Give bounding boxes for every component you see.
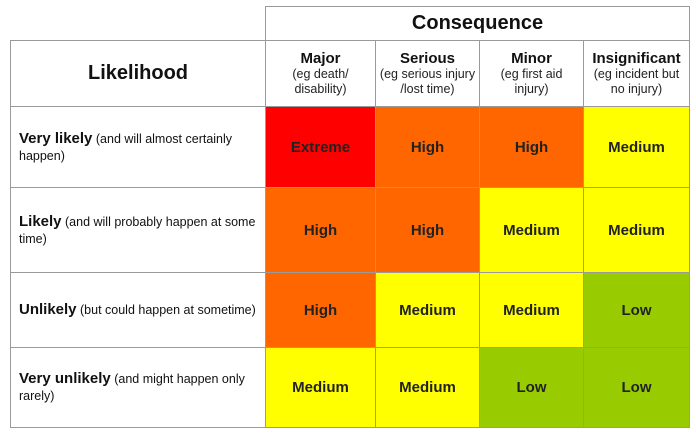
likelihood-label: Likely xyxy=(19,212,62,230)
consequence-label: Minor xyxy=(511,50,552,67)
risk-cell: Medium xyxy=(265,347,376,428)
risk-cell: High xyxy=(375,106,480,188)
consequence-major: Major (eg death/ disability) xyxy=(265,40,376,107)
risk-cell: High xyxy=(265,272,376,348)
likelihood-unlikely: Unlikely (but could happen at sometime) xyxy=(10,272,266,348)
consequence-description: (eg death/ disability) xyxy=(292,67,349,96)
likelihood-header: Likelihood xyxy=(10,40,266,107)
risk-cell: Medium xyxy=(375,347,480,428)
likelihood-label: Very likely xyxy=(19,129,93,147)
likelihood-description: (but could happen at sometime) xyxy=(76,303,256,317)
likelihood-description: (and might happen only rarely) xyxy=(19,372,245,403)
risk-cell: Medium xyxy=(583,106,690,188)
likelihood-label: Very unlikely xyxy=(19,370,111,387)
consequence-description: (eg first aid injury) xyxy=(500,67,563,96)
risk-cell: Medium xyxy=(583,187,690,273)
risk-cell: High xyxy=(479,106,584,188)
risk-cell: Extreme xyxy=(265,106,376,188)
risk-matrix: Consequence Likelihood Major (eg death/ … xyxy=(10,6,690,428)
consequence-description: (eg serious injury /lost time) xyxy=(379,67,476,96)
likelihood-description: (and will probably happen at some time) xyxy=(19,214,256,246)
risk-cell: High xyxy=(375,187,480,273)
likelihood-very-likely: Very likely (and will almost certainly h… xyxy=(10,106,266,188)
risk-cell: Medium xyxy=(479,272,584,348)
likelihood-likely: Likely (and will probably happen at some… xyxy=(10,187,266,273)
consequence-label: Insignificant xyxy=(592,50,681,67)
consequence-description: (eg incident but no injury) xyxy=(593,67,680,96)
likelihood-description: (and will almost certainly happen) xyxy=(19,131,233,163)
consequence-header: Consequence xyxy=(265,6,690,41)
risk-cell: Low xyxy=(583,347,690,428)
consequence-label: Serious xyxy=(399,50,456,67)
consequence-label: Major xyxy=(300,50,341,67)
consequence-insignificant: Insignificant (eg incident but no injury… xyxy=(583,40,690,107)
likelihood-very-unlikely: Very unlikely (and might happen only rar… xyxy=(10,347,266,428)
likelihood-label: Unlikely xyxy=(19,301,77,318)
consequence-minor: Minor (eg first aid injury) xyxy=(479,40,584,107)
risk-cell: Medium xyxy=(479,187,584,273)
risk-cell: Low xyxy=(583,272,690,348)
risk-cell: Medium xyxy=(375,272,480,348)
consequence-serious: Serious (eg serious injury /lost time) xyxy=(375,40,480,107)
risk-cell: High xyxy=(265,187,376,273)
risk-cell: Low xyxy=(479,347,584,428)
